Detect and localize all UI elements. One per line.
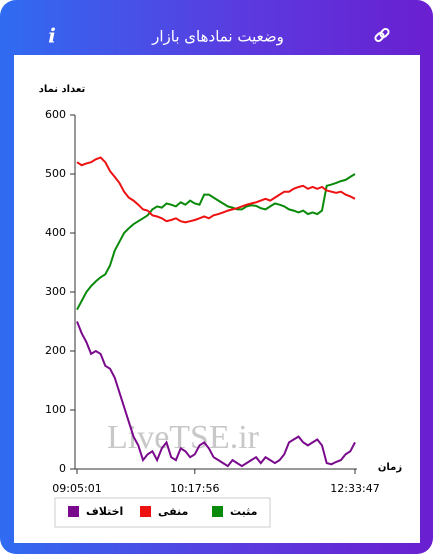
y-tick-label: 500 <box>45 167 66 180</box>
series-line <box>76 156 356 224</box>
legend <box>54 497 271 528</box>
y-tick-label: 300 <box>45 285 66 298</box>
x-tick-label: 09:05:01 <box>52 482 101 495</box>
x-tick-label: 12:33:47 <box>330 482 379 495</box>
y-axis-label: تعداد نماد <box>39 84 86 95</box>
legend-label: اختلاف <box>86 505 123 518</box>
info-icon[interactable]: i <box>48 24 56 48</box>
legend-label: مثبت <box>230 505 257 518</box>
series-line <box>76 173 356 311</box>
y-tick-label: 0 <box>59 462 66 475</box>
legend-swatch <box>68 506 79 517</box>
y-tick-label: 400 <box>45 226 66 239</box>
y-tick-label: 600 <box>45 108 66 121</box>
link-icon[interactable] <box>374 27 390 43</box>
legend-swatch <box>140 506 151 517</box>
legend-swatch <box>212 506 223 517</box>
series-line <box>76 321 356 468</box>
x-tick-label: 10:17:56 <box>170 482 219 495</box>
widget-title: وضعیت نمادهای بازار <box>151 28 284 46</box>
y-tick-label: 200 <box>45 344 66 357</box>
y-tick-label: 100 <box>45 403 66 416</box>
legend-label: منفی <box>158 505 188 518</box>
x-axis-label: زمان <box>378 462 402 473</box>
